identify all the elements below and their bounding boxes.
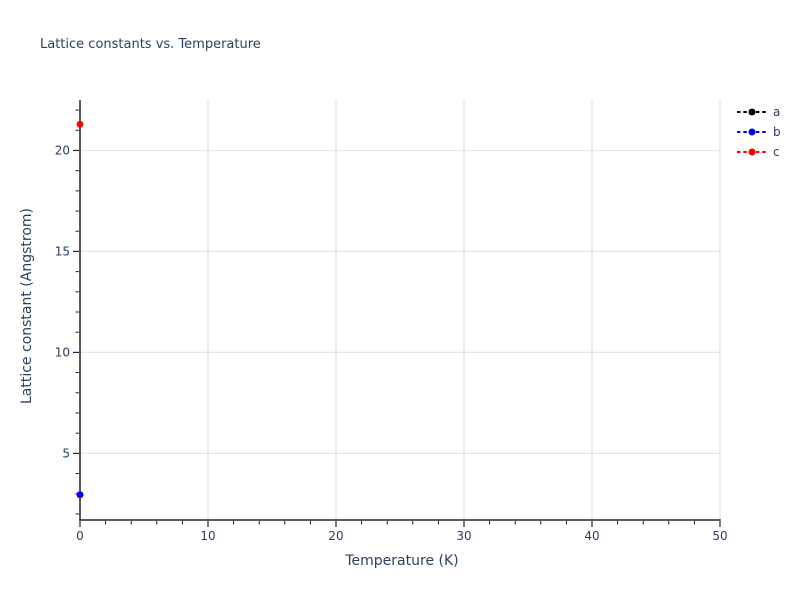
data-point-b[interactable] xyxy=(76,491,84,499)
legend-sample-c-icon xyxy=(737,148,767,156)
legend-item-a[interactable]: a xyxy=(736,102,781,122)
y-tick-label: 5 xyxy=(62,446,70,460)
x-tick-label: 50 xyxy=(712,529,727,543)
y-axis-title: Lattice constant (Angstrom) xyxy=(19,207,35,405)
x-axis-title: Temperature (K) xyxy=(345,553,459,569)
legend-sample-a-icon xyxy=(737,108,767,116)
legend-label: c xyxy=(773,145,780,159)
legend-label: a xyxy=(773,105,781,119)
legend-label: b xyxy=(773,125,781,139)
x-tick-label: 0 xyxy=(76,529,84,543)
y-tick-label: 20 xyxy=(55,143,70,157)
data-points xyxy=(76,120,84,499)
axis-lines xyxy=(79,100,721,521)
tick-labels: 0 10 20 30 40 50 5 10 15 20 xyxy=(55,143,728,543)
x-tick-label: 40 xyxy=(584,529,599,543)
data-point-c[interactable] xyxy=(76,120,84,128)
x-tick-label: 10 xyxy=(200,529,215,543)
x-tick-label: 30 xyxy=(456,529,471,543)
y-tick-label: 10 xyxy=(55,345,70,359)
chart-title: Lattice constants vs. Temperature xyxy=(40,37,261,52)
legend-item-b[interactable]: b xyxy=(736,122,781,142)
legend-sample-b-icon xyxy=(737,128,767,136)
gridlines xyxy=(80,100,721,520)
x-tick-label: 20 xyxy=(328,529,343,543)
axis-ticks xyxy=(73,109,721,527)
y-tick-label: 15 xyxy=(55,244,70,258)
legend-item-c[interactable]: c xyxy=(736,142,781,162)
